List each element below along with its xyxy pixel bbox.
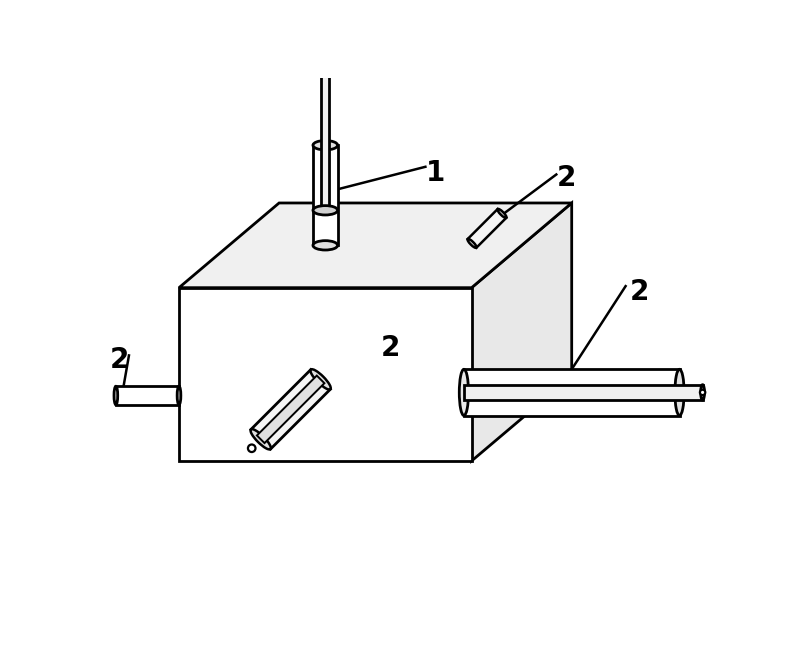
Polygon shape xyxy=(322,68,329,211)
Ellipse shape xyxy=(701,385,705,400)
Circle shape xyxy=(700,390,706,395)
Text: 2: 2 xyxy=(381,334,400,362)
Text: 2: 2 xyxy=(110,346,129,374)
Ellipse shape xyxy=(467,239,477,248)
Polygon shape xyxy=(179,288,472,461)
Ellipse shape xyxy=(675,369,684,415)
Polygon shape xyxy=(472,203,572,461)
Polygon shape xyxy=(179,203,572,288)
Ellipse shape xyxy=(114,386,118,405)
Text: 1: 1 xyxy=(426,159,445,187)
Circle shape xyxy=(248,445,255,452)
Text: 2: 2 xyxy=(556,164,576,192)
Ellipse shape xyxy=(313,241,338,250)
Ellipse shape xyxy=(310,369,330,389)
Ellipse shape xyxy=(177,386,181,405)
Text: 2: 2 xyxy=(630,278,649,306)
Polygon shape xyxy=(251,370,330,449)
Ellipse shape xyxy=(313,205,338,215)
Polygon shape xyxy=(464,369,679,415)
Ellipse shape xyxy=(459,369,469,415)
Polygon shape xyxy=(313,145,338,245)
Ellipse shape xyxy=(498,209,506,218)
Ellipse shape xyxy=(250,429,271,449)
Ellipse shape xyxy=(322,67,329,70)
Polygon shape xyxy=(464,385,702,400)
Polygon shape xyxy=(468,209,506,248)
Polygon shape xyxy=(257,376,325,443)
Ellipse shape xyxy=(313,141,338,150)
Polygon shape xyxy=(116,386,179,405)
